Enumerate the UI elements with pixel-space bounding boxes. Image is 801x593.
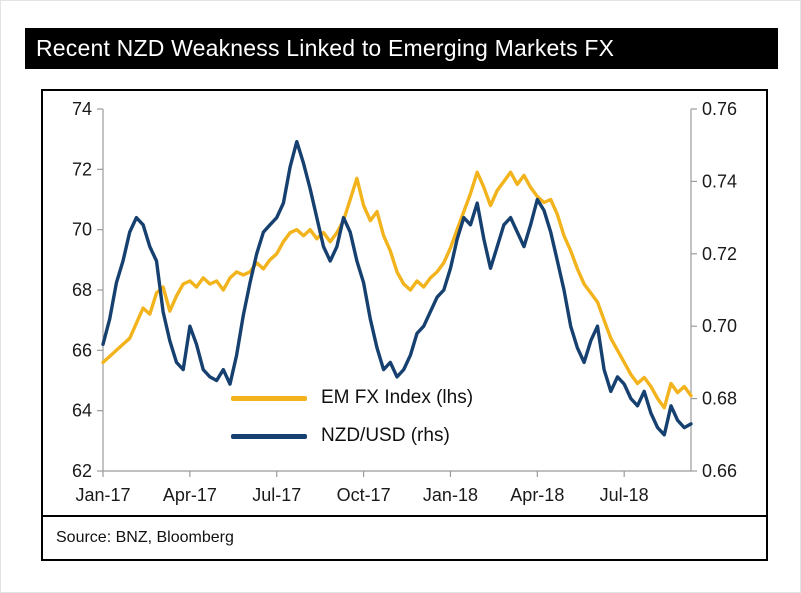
svg-text:64: 64 bbox=[72, 401, 92, 421]
svg-text:Apr-17: Apr-17 bbox=[163, 485, 217, 505]
svg-text:0.72: 0.72 bbox=[702, 244, 737, 264]
nzd-line-swatch bbox=[231, 433, 307, 439]
legend: EM FX Index (lhs) NZD/USD (rhs) bbox=[231, 387, 473, 447]
svg-text:66: 66 bbox=[72, 340, 92, 360]
svg-text:62: 62 bbox=[72, 461, 92, 481]
plot-wrap: 62 64 66 68 70 72 74 0.66 0.68 0.70 0.72 0.74 0.76 Ja… bbox=[43, 91, 766, 515]
svg-text:70: 70 bbox=[72, 220, 92, 240]
svg-text:0.66: 0.66 bbox=[702, 461, 737, 481]
svg-text:0.74: 0.74 bbox=[702, 171, 737, 191]
svg-text:Apr-18: Apr-18 bbox=[510, 485, 564, 505]
svg-text:Jul-18: Jul-18 bbox=[600, 485, 649, 505]
svg-text:Oct-17: Oct-17 bbox=[337, 485, 391, 505]
legend-item-emfx: EM FX Index (lhs) bbox=[231, 387, 473, 409]
svg-text:74: 74 bbox=[72, 99, 92, 119]
svg-text:Jul-17: Jul-17 bbox=[252, 485, 301, 505]
svg-text:0.68: 0.68 bbox=[702, 389, 737, 409]
legend-item-nzd: NZD/USD (rhs) bbox=[231, 425, 473, 447]
chart-title: Recent NZD Weakness Linked to Emerging M… bbox=[36, 35, 615, 61]
source-row: Source: BNZ, Bloomberg bbox=[43, 515, 766, 559]
svg-text:0.76: 0.76 bbox=[702, 99, 737, 119]
svg-text:Jan-17: Jan-17 bbox=[75, 485, 130, 505]
plot-area: 62 64 66 68 70 72 74 0.66 0.68 0.70 0.72 0.74 0.76 Ja… bbox=[72, 99, 737, 505]
svg-text:68: 68 bbox=[72, 280, 92, 300]
emfx-line-swatch bbox=[231, 395, 307, 401]
svg-text:72: 72 bbox=[72, 159, 92, 179]
source-text: Source: BNZ, Bloomberg bbox=[56, 529, 234, 546]
svg-text:0.70: 0.70 bbox=[702, 316, 737, 336]
nzd-legend-label: NZD/USD (rhs) bbox=[321, 425, 450, 446]
emfx-legend-label: EM FX Index (lhs) bbox=[321, 387, 474, 408]
chart-title-bar: Recent NZD Weakness Linked to Emerging M… bbox=[25, 28, 778, 69]
chart-frame: 62 64 66 68 70 72 74 0.66 0.68 0.70 0.72 0.74 0.76 Ja… bbox=[41, 89, 768, 561]
svg-text:Jan-18: Jan-18 bbox=[423, 485, 478, 505]
